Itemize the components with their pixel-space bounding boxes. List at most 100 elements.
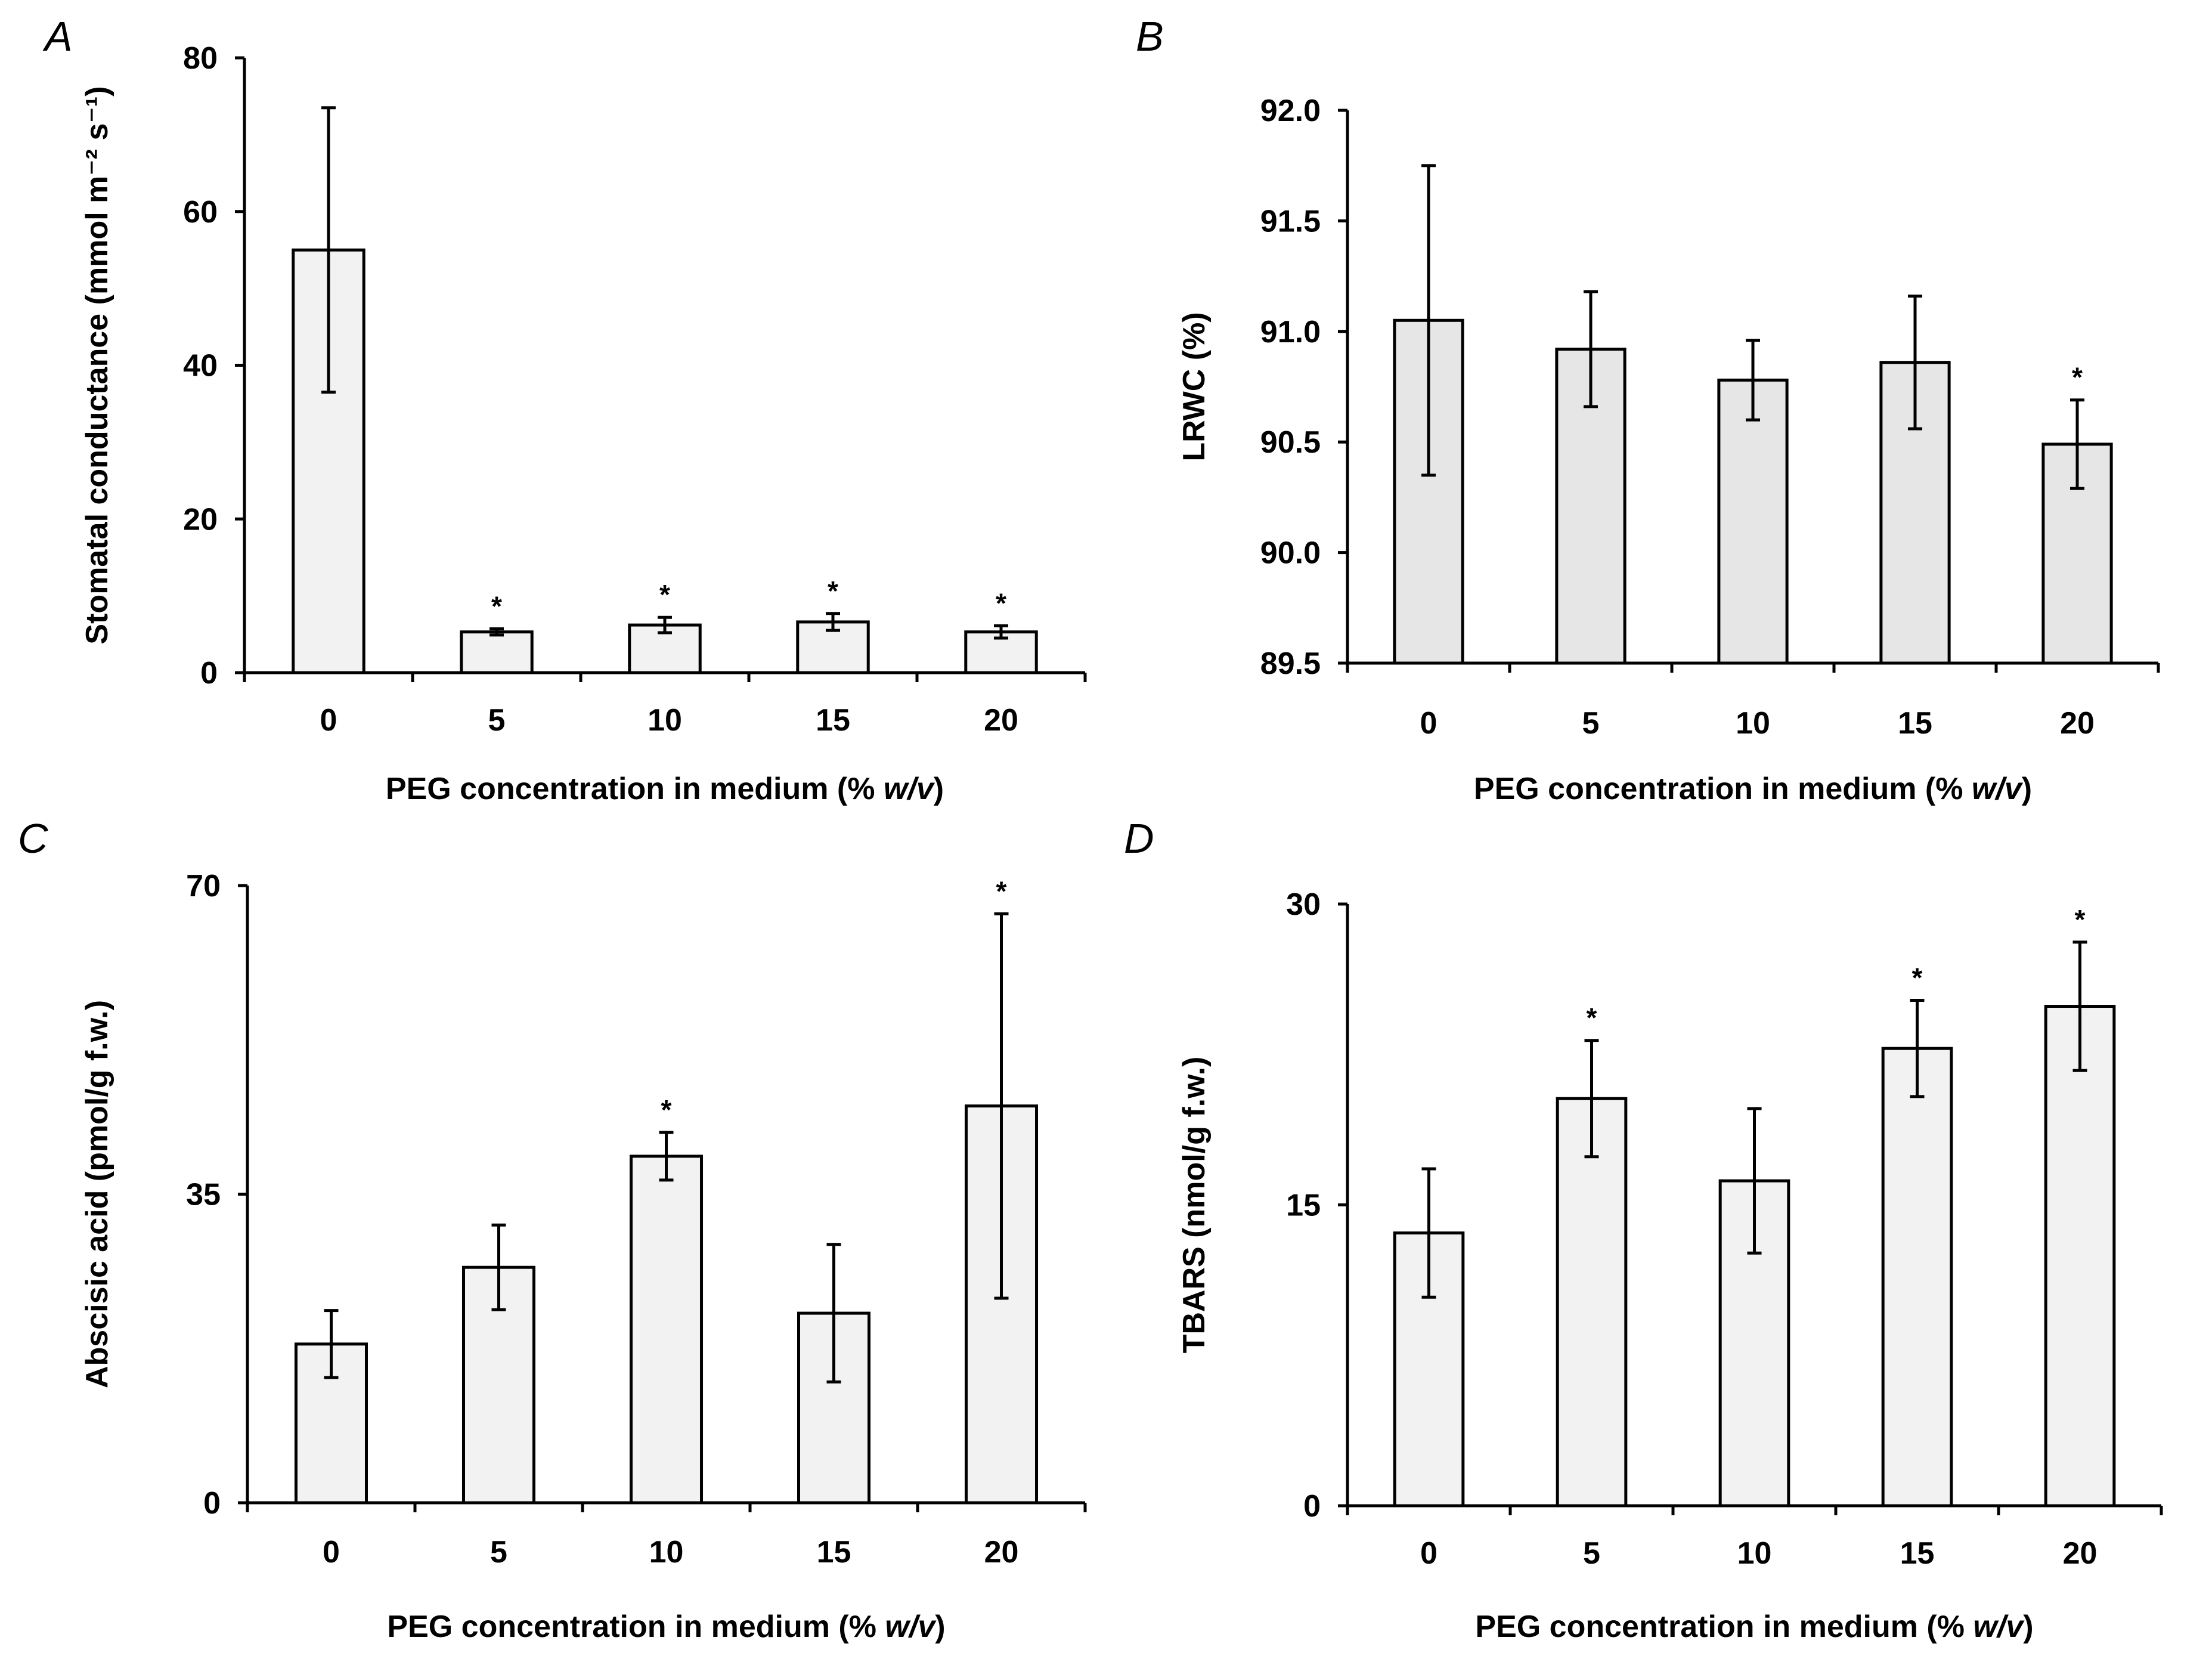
y-tick-label: 0 [1303, 1489, 1321, 1524]
y-axis-title: TBARS (nmol/g f.w.) [1177, 1057, 1212, 1354]
y-axis-title: LRWC (%) [1177, 312, 1212, 461]
x-tick-label: 0 [320, 703, 337, 738]
x-tick-label: 20 [2063, 1536, 2098, 1571]
error-bar [826, 612, 840, 632]
panel-letter: D [1124, 815, 1154, 862]
panel-b: B LRWC (%) * 89.5 90.0 90.5 91.0 91.5 92.0 0 5 10 15… [1136, 13, 2160, 806]
x-tick-label: 10 [648, 703, 682, 738]
x-axis-title: PEG concentration in medium (% w/v) [1475, 1610, 2033, 1644]
x-axis-title-italic: w/v [1973, 1610, 2025, 1644]
x-tick-label: 10 [1737, 1536, 1772, 1571]
x-axis-title-text: PEG concentration in medium (% [387, 1610, 885, 1644]
error-bar [321, 106, 336, 394]
panel-letter: B [1136, 13, 1164, 60]
x-tick-label: 15 [817, 1535, 851, 1570]
y-tick-label: 90.0 [1260, 536, 1321, 571]
error-bar [1584, 290, 1598, 408]
error-bar [826, 1243, 841, 1383]
error-bar [1910, 998, 1925, 1098]
x-axis-title: PEG concentration in medium (% w/v) [386, 772, 944, 806]
y-tick-label: 0 [200, 656, 218, 691]
panel-letter: C [18, 815, 48, 862]
y-tick-label: 20 [183, 502, 218, 537]
x-tick-label: 15 [1900, 1536, 1935, 1571]
significance-star: * [2075, 904, 2086, 935]
x-tick-label: 15 [816, 703, 850, 738]
x-axis-title: PEG concentration in medium (% w/v) [1474, 772, 2032, 806]
error-bar [2072, 940, 2087, 1072]
x-tick-label: 20 [2060, 706, 2095, 741]
x-tick-label: 10 [1736, 706, 1770, 741]
y-tick-label: 0 [203, 1486, 221, 1521]
y-tick-label: 91.5 [1260, 204, 1321, 239]
y-tick-label: 60 [183, 195, 218, 230]
x-axis-title-text: PEG concentration in medium (% [1474, 772, 1972, 806]
panel-c: C Abscisic acid (pmol/g f.w.) * * 0 35 70 0 5 10 1… [18, 815, 1087, 1644]
y-tick-label: 92.0 [1260, 94, 1321, 128]
error-bar [490, 627, 504, 637]
error-bar [1421, 164, 1436, 477]
significance-star: * [996, 587, 1006, 618]
x-axis-title-suffix: ) [2022, 772, 2032, 806]
x-tick-label: 15 [1898, 706, 1932, 741]
error-bar [324, 1309, 339, 1379]
error-bar [1908, 294, 1922, 431]
panel-letter: A [42, 13, 73, 60]
y-tick-label: 80 [183, 41, 218, 76]
panel-d: D TBARS (nmol/g f.w.) * * * 0 15 30 0 5 10 15 20 PEG … [1124, 815, 2163, 1644]
error-bar [994, 912, 1009, 1300]
x-tick-label: 0 [1420, 1536, 1438, 1571]
significance-star: * [661, 1094, 672, 1125]
x-axis-title-italic: w/v [1972, 772, 2024, 806]
y-tick-label: 91.0 [1260, 315, 1321, 349]
significance-star: * [996, 875, 1007, 906]
error-bar [491, 1223, 506, 1311]
significance-star: * [1587, 1002, 1597, 1033]
x-axis-title-italic: w/v [885, 1610, 937, 1644]
x-axis-title-suffix: ) [2023, 1610, 2033, 1644]
x-axis-title-text: PEG concentration in medium (% [1475, 1610, 1973, 1644]
bar [1556, 1097, 1628, 1508]
bar [2044, 1005, 2116, 1508]
significance-star: * [1912, 962, 1923, 993]
y-tick-label: 15 [1286, 1188, 1321, 1223]
y-tick-label: 40 [183, 349, 218, 383]
significance-star: * [491, 591, 502, 622]
x-tick-label: 5 [488, 703, 506, 738]
error-bar [994, 624, 1008, 640]
error-bar [1584, 1039, 1599, 1159]
significance-star: * [828, 575, 838, 606]
x-axis-title-suffix: ) [935, 1610, 945, 1644]
y-tick-label: 70 [186, 869, 221, 903]
bar [460, 630, 534, 674]
x-axis-title: PEG concentration in medium (% w/v) [387, 1610, 945, 1644]
x-tick-label: 5 [1582, 706, 1600, 741]
error-bar [1746, 339, 1760, 422]
x-tick-label: 20 [984, 703, 1018, 738]
x-axis-title-italic: w/v [884, 772, 935, 806]
x-tick-label: 10 [649, 1535, 684, 1570]
x-axis-title-suffix: ) [934, 772, 944, 806]
y-tick-label: 90.5 [1260, 425, 1321, 460]
error-bar [1421, 1167, 1436, 1299]
bar [1717, 378, 1789, 665]
x-axis-title-text: PEG concentration in medium (% [386, 772, 884, 806]
bar [629, 1155, 704, 1505]
error-bar [659, 1131, 674, 1182]
error-bar [658, 615, 672, 634]
x-tick-label: 5 [490, 1535, 507, 1570]
y-tick-label: 30 [1286, 887, 1321, 922]
significance-star: * [2072, 362, 2083, 393]
x-tick-label: 5 [1583, 1536, 1600, 1571]
y-axis-title: Abscisic acid (pmol/g f.w.) [80, 1000, 114, 1388]
x-tick-label: 20 [984, 1535, 1019, 1570]
y-axis-title: Stomatal conductance (mmol m⁻² s⁻¹) [80, 86, 114, 644]
y-tick-label: 35 [186, 1178, 221, 1212]
x-tick-label: 0 [323, 1535, 340, 1570]
x-tick-label: 0 [1420, 706, 1438, 741]
y-tick-label: 89.5 [1260, 646, 1321, 681]
error-bar [1747, 1107, 1762, 1255]
error-bar [2070, 398, 2084, 490]
